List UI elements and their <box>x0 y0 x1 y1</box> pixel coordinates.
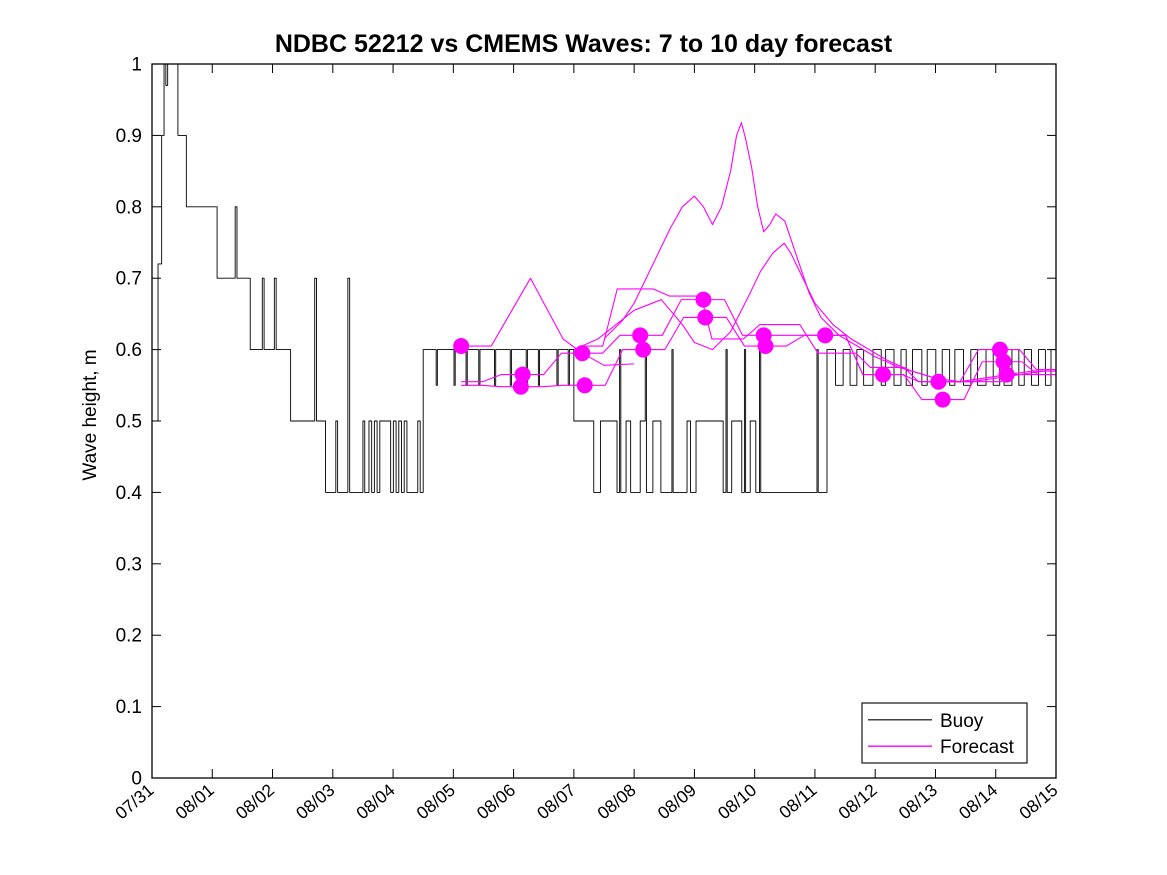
svg-text:08/05: 08/05 <box>412 780 458 823</box>
svg-text:08/06: 08/06 <box>473 780 519 823</box>
svg-text:0.9: 0.9 <box>116 126 142 147</box>
svg-text:08/12: 08/12 <box>834 780 880 823</box>
svg-text:Buoy: Buoy <box>940 711 984 732</box>
svg-text:08/02: 08/02 <box>232 780 278 823</box>
svg-text:08/01: 08/01 <box>171 780 217 823</box>
svg-text:Forecast: Forecast <box>940 737 1015 758</box>
svg-text:08/03: 08/03 <box>292 780 338 823</box>
svg-text:0.7: 0.7 <box>116 269 142 290</box>
svg-text:08/13: 08/13 <box>895 780 941 823</box>
svg-text:08/09: 08/09 <box>654 780 700 823</box>
svg-text:08/04: 08/04 <box>352 780 399 824</box>
svg-text:08/08: 08/08 <box>593 780 639 823</box>
svg-text:08/15: 08/15 <box>1015 780 1061 823</box>
svg-text:1: 1 <box>131 55 142 76</box>
svg-text:0.2: 0.2 <box>116 626 142 647</box>
svg-text:0.3: 0.3 <box>116 554 142 575</box>
svg-text:08/11: 08/11 <box>775 780 820 823</box>
svg-text:0.1: 0.1 <box>116 697 142 718</box>
svg-text:0.4: 0.4 <box>116 483 143 504</box>
svg-text:0.6: 0.6 <box>116 340 142 361</box>
svg-text:08/14: 08/14 <box>955 780 1002 824</box>
svg-text:08/10: 08/10 <box>714 780 761 824</box>
svg-text:08/07: 08/07 <box>533 780 579 823</box>
svg-text:0.5: 0.5 <box>116 412 142 433</box>
svg-text:0.8: 0.8 <box>116 197 142 218</box>
